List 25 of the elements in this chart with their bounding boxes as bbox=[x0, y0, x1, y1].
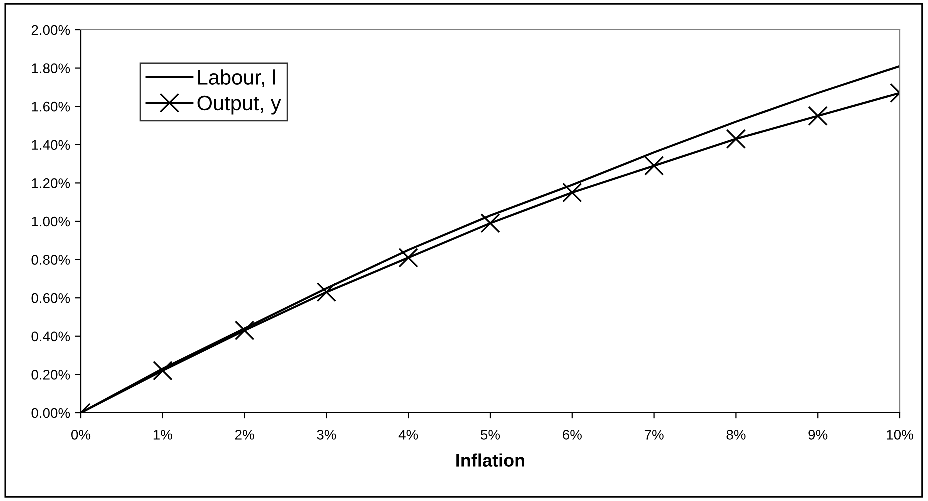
x-tick-label: 3% bbox=[317, 430, 336, 440]
x-tick-label: 9% bbox=[808, 430, 828, 440]
x-tick-label: 0% bbox=[72, 430, 91, 440]
legend-label: Labour, l bbox=[198, 70, 276, 88]
y-tick-label: 0.40% bbox=[32, 332, 70, 342]
y-tick-label: 0.60% bbox=[32, 293, 70, 304]
x-tick-label: 2% bbox=[235, 430, 254, 440]
legend-label: Output, y bbox=[198, 96, 282, 115]
y-tick-label: 0.80% bbox=[32, 255, 70, 265]
x-tick-label: 6% bbox=[563, 430, 582, 440]
x-tick-label: 4% bbox=[398, 430, 418, 440]
x-tick-label: 5% bbox=[481, 430, 500, 440]
y-tick-label: 0.20% bbox=[32, 370, 70, 380]
y-tick-label: 1.00% bbox=[32, 216, 70, 227]
x-tick-label: 10% bbox=[887, 430, 914, 440]
y-tick-label: 2.00% bbox=[32, 25, 70, 36]
y-tick-label: 1.60% bbox=[32, 102, 70, 112]
x-tick-label: 1% bbox=[154, 430, 172, 440]
x-axis-title: Inflation bbox=[456, 454, 524, 467]
y-tick-label: 1.80% bbox=[32, 64, 70, 74]
y-tick-label: 1.40% bbox=[32, 140, 70, 150]
x-tick-label: 8% bbox=[726, 430, 746, 440]
y-tick-label: 1.20% bbox=[32, 178, 70, 188]
x-tick-label: 7% bbox=[644, 430, 664, 440]
y-tick-label: 0.00% bbox=[32, 408, 70, 418]
